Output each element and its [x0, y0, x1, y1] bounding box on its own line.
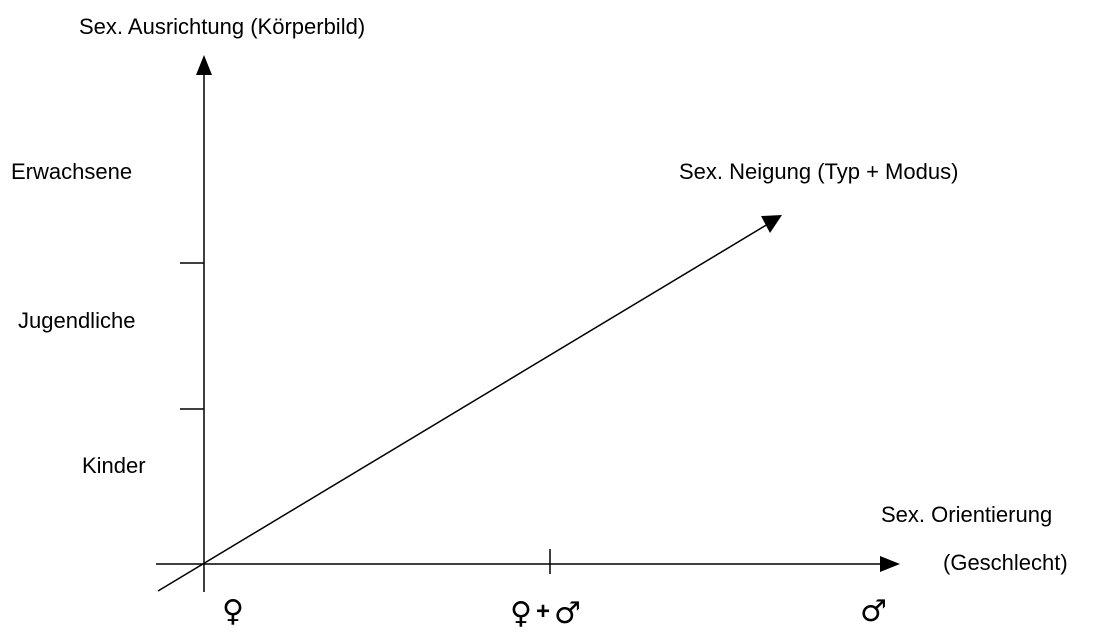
- y-level-kinder: Kinder: [82, 453, 146, 478]
- x-axis-title-line1: Sex. Orientierung: [881, 502, 1053, 527]
- x-axis-title-line2: (Geschlecht): [943, 550, 1068, 575]
- male-symbol-icon: ♂: [860, 594, 887, 629]
- y-axis-title: Sex. Ausrichtung (Körperbild): [79, 14, 366, 39]
- diagonal-line: [157, 223, 769, 592]
- y-axis-arrowhead: [196, 55, 212, 75]
- female-symbol-icon: ♀: [510, 596, 532, 631]
- x-axis-arrowhead: [880, 556, 900, 572]
- diagonal-arrowhead: [761, 215, 782, 233]
- diagonal-label: Sex. Neigung (Typ + Modus): [679, 159, 959, 184]
- male-symbol-icon: ♂: [554, 596, 581, 631]
- female-symbol-icon: ♀: [222, 594, 244, 629]
- y-level-jugendliche: Jugendliche: [18, 308, 136, 333]
- y-level-erwachsene: Erwachsene: [11, 159, 133, 184]
- female-plus-male-marker: ♀ + ♂: [510, 595, 581, 631]
- plus-sign: +: [535, 598, 550, 625]
